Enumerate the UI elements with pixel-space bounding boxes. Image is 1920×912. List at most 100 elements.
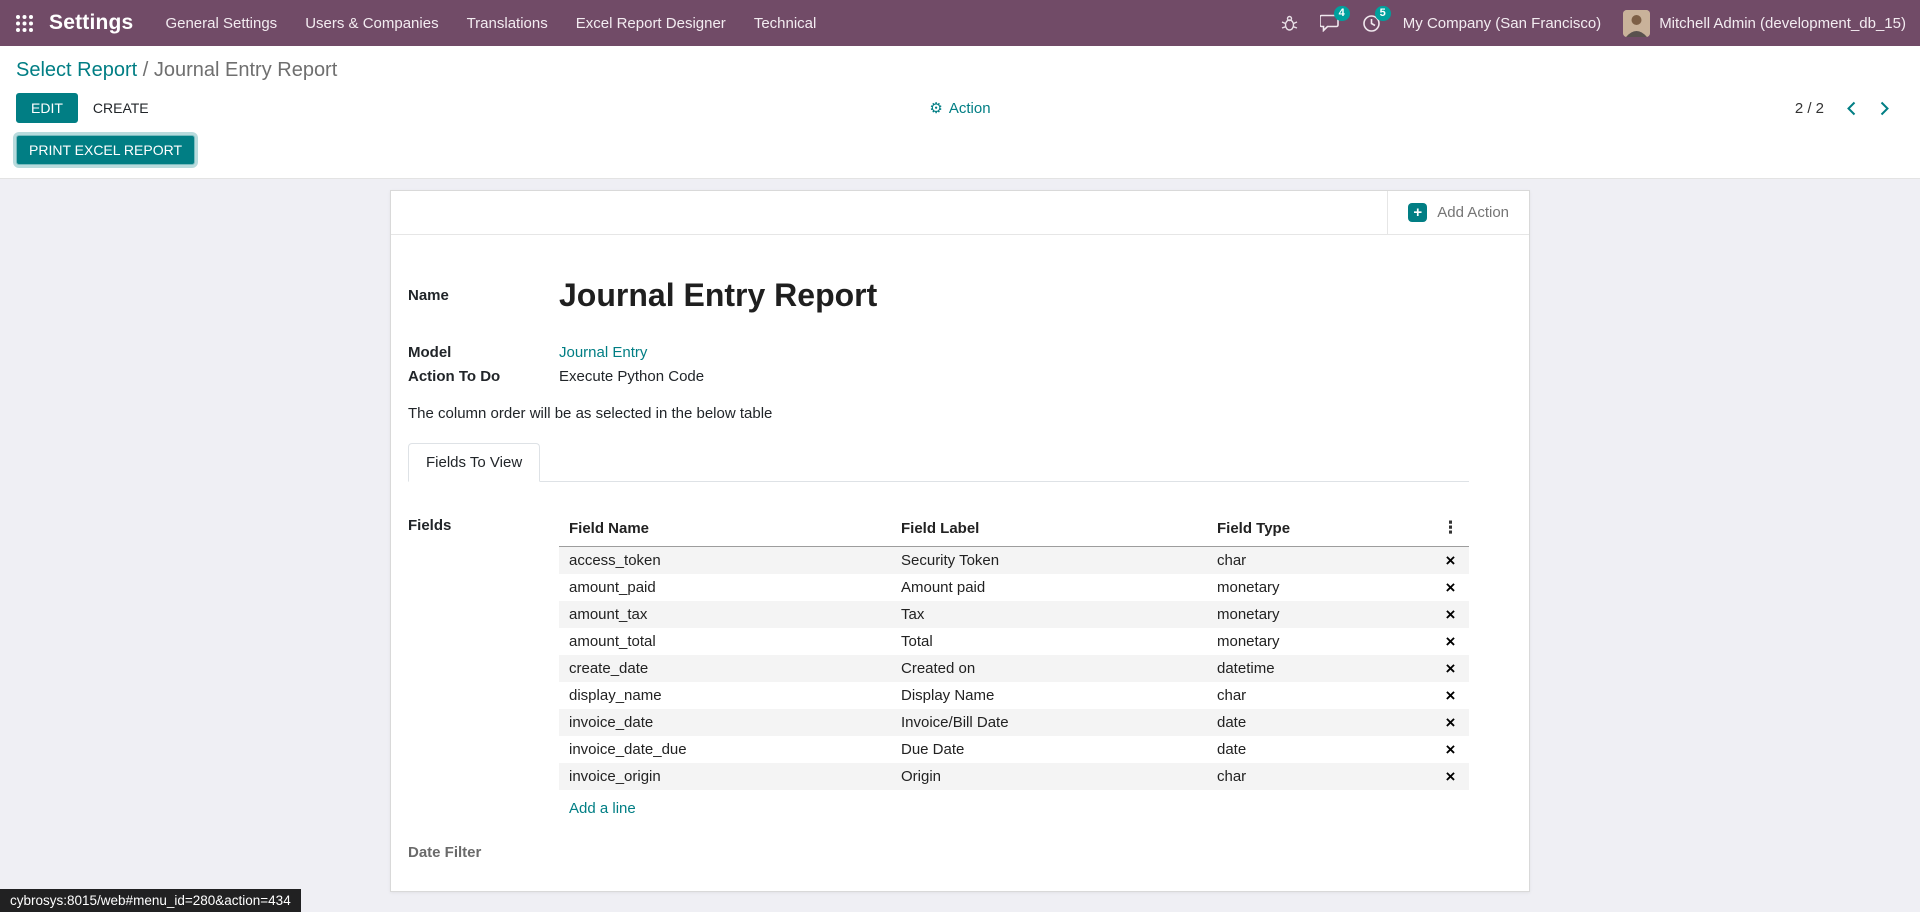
delete-row-icon[interactable]: × xyxy=(1445,659,1456,678)
cell-field-name[interactable]: invoice_date_due xyxy=(569,741,687,758)
company-switcher[interactable]: My Company (San Francisco) xyxy=(1402,14,1602,32)
chevron-left-icon xyxy=(1847,101,1856,115)
control-panel-buttons: EDIT CREATE ⚙ Action 2 / 2 xyxy=(0,84,1920,131)
cell-field-name[interactable]: access_token xyxy=(569,552,661,569)
form-body: Name Journal Entry Report Model Journal … xyxy=(391,235,1529,891)
activities-icon[interactable]: 5 xyxy=(1362,5,1391,33)
app-title[interactable]: Settings xyxy=(49,11,134,34)
cell-field-type[interactable]: date xyxy=(1217,741,1247,758)
menu-item-translations[interactable]: Translations xyxy=(466,14,548,32)
table-row[interactable]: invoice_origin Origin char × xyxy=(559,763,1469,790)
cell-field-type[interactable]: datetime xyxy=(1217,660,1275,677)
status-bar-url: cybrosys:8015/web#menu_id=280&action=434 xyxy=(0,889,301,912)
fields-table: Field Name Field Label Field Type ⋮ acce… xyxy=(559,512,1469,790)
chevron-right-icon xyxy=(1880,101,1889,115)
user-name: Mitchell Admin (development_db_15) xyxy=(1659,14,1906,32)
action-to-do-value[interactable]: Execute Python Code xyxy=(559,368,705,385)
pager-value: 2 / 2 xyxy=(1794,99,1824,117)
menu-item-general-settings[interactable]: General Settings xyxy=(165,14,278,32)
table-row[interactable]: create_date Created on datetime × xyxy=(559,655,1469,682)
cell-field-name[interactable]: amount_tax xyxy=(569,606,648,623)
cell-field-name[interactable]: amount_paid xyxy=(569,579,656,596)
menu-item-technical[interactable]: Technical xyxy=(753,14,817,32)
apps-menu-icon[interactable] xyxy=(0,14,49,33)
cell-field-label[interactable]: Due Date xyxy=(901,741,965,758)
user-menu[interactable]: Mitchell Admin (development_db_15) xyxy=(1623,9,1906,37)
breadcrumb: Select Report / Journal Entry Report xyxy=(0,46,1920,84)
table-row[interactable]: amount_total Total monetary × xyxy=(559,628,1469,655)
cell-field-label[interactable]: Security Token xyxy=(901,552,1000,569)
table-row[interactable]: invoice_date Invoice/Bill Date date × xyxy=(559,709,1469,736)
add-a-line-link[interactable]: Add a line xyxy=(569,800,636,817)
table-row[interactable]: amount_tax Tax monetary × xyxy=(559,601,1469,628)
delete-row-icon[interactable]: × xyxy=(1445,740,1456,759)
delete-row-icon[interactable]: × xyxy=(1445,767,1456,786)
date-filter-label: Date Filter xyxy=(408,844,482,861)
cell-field-type[interactable]: char xyxy=(1217,687,1247,704)
cell-field-name[interactable]: invoice_origin xyxy=(569,768,661,785)
table-row[interactable]: access_token Security Token char × xyxy=(559,546,1469,574)
cell-field-name[interactable]: display_name xyxy=(569,687,662,704)
form-statusbar: PRINT EXCEL REPORT xyxy=(0,131,1920,178)
column-header-field-type[interactable]: Field Type xyxy=(1207,512,1432,547)
delete-row-icon[interactable]: × xyxy=(1445,578,1456,597)
add-action-button[interactable]: + Add Action xyxy=(1387,191,1529,234)
messages-icon[interactable]: 4 xyxy=(1319,6,1350,32)
name-label: Name xyxy=(408,287,449,304)
tab-fields-to-view[interactable]: Fields To View xyxy=(408,443,541,482)
menu-item-users-companies[interactable]: Users & Companies xyxy=(305,14,439,32)
cell-field-label[interactable]: Invoice/Bill Date xyxy=(901,714,1009,731)
column-header-field-label[interactable]: Field Label xyxy=(891,512,1207,547)
action-menu-label: Action xyxy=(948,99,991,117)
cell-field-type[interactable]: monetary xyxy=(1217,633,1280,650)
action-to-do-field-row: Action To Do Execute Python Code xyxy=(408,368,1469,385)
pager-previous-button[interactable] xyxy=(1846,100,1857,117)
breadcrumb-separator: / xyxy=(142,59,149,81)
action-menu-button[interactable]: ⚙ Action xyxy=(929,100,990,117)
cell-field-label[interactable]: Display Name xyxy=(901,687,995,704)
notebook-tabs: Fields To View xyxy=(408,443,1469,482)
top-menu: General Settings Users & Companies Trans… xyxy=(165,15,816,32)
cell-field-type[interactable]: monetary xyxy=(1217,606,1280,623)
table-header-row: Field Name Field Label Field Type ⋮ xyxy=(559,512,1469,547)
menu-item-excel-report-designer[interactable]: Excel Report Designer xyxy=(575,14,726,32)
delete-row-icon[interactable]: × xyxy=(1445,605,1456,624)
edit-button[interactable]: EDIT xyxy=(16,93,78,123)
table-row[interactable]: display_name Display Name char × xyxy=(559,682,1469,709)
cell-field-label[interactable]: Amount paid xyxy=(901,579,986,596)
grid-icon xyxy=(16,14,33,32)
cell-field-type[interactable]: char xyxy=(1217,552,1247,569)
cell-field-label[interactable]: Total xyxy=(901,633,933,650)
print-excel-report-button[interactable]: PRINT EXCEL REPORT xyxy=(16,135,196,165)
plus-square-icon: + xyxy=(1408,203,1428,222)
action-to-do-label: Action To Do xyxy=(408,368,501,385)
delete-row-icon[interactable]: × xyxy=(1445,632,1456,651)
name-value[interactable]: Journal Entry Report xyxy=(559,277,878,313)
column-header-field-name[interactable]: Field Name xyxy=(559,512,891,547)
cell-field-name[interactable]: invoice_date xyxy=(569,714,654,731)
create-button[interactable]: CREATE xyxy=(78,93,164,123)
bug-icon[interactable] xyxy=(1281,15,1298,32)
breadcrumb-parent-link[interactable]: Select Report xyxy=(16,59,138,81)
table-row[interactable]: amount_paid Amount paid monetary × xyxy=(559,574,1469,601)
model-link[interactable]: Journal Entry xyxy=(559,344,648,361)
cell-field-type[interactable]: monetary xyxy=(1217,579,1280,596)
name-field-row: Name Journal Entry Report xyxy=(408,277,1469,314)
table-options-icon[interactable]: ⋮ xyxy=(1432,512,1469,547)
cell-field-label[interactable]: Origin xyxy=(901,768,942,785)
pager: 2 / 2 xyxy=(1795,100,1890,117)
delete-row-icon[interactable]: × xyxy=(1445,713,1456,732)
cell-field-label[interactable]: Tax xyxy=(901,606,925,623)
column-order-note: The column order will be as selected in … xyxy=(408,405,773,422)
table-row[interactable]: invoice_date_due Due Date date × xyxy=(559,736,1469,763)
cell-field-name[interactable]: create_date xyxy=(569,660,649,677)
sheet-toolbar: + Add Action xyxy=(391,191,1529,235)
delete-row-icon[interactable]: × xyxy=(1445,551,1456,570)
cell-field-label[interactable]: Created on xyxy=(901,660,976,677)
add-action-label: Add Action xyxy=(1437,204,1509,221)
cell-field-type[interactable]: char xyxy=(1217,768,1247,785)
delete-row-icon[interactable]: × xyxy=(1445,686,1456,705)
cell-field-name[interactable]: amount_total xyxy=(569,633,656,650)
cell-field-type[interactable]: date xyxy=(1217,714,1247,731)
pager-next-button[interactable] xyxy=(1879,100,1890,117)
